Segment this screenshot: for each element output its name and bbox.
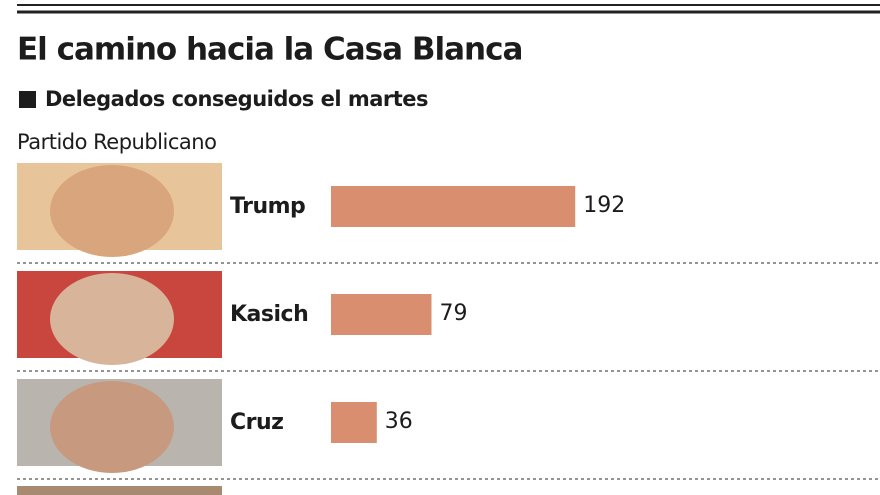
- value-label: 36: [385, 409, 413, 434]
- value-label: 79: [439, 301, 467, 326]
- photo-face: [50, 273, 174, 365]
- photo-face: [50, 381, 174, 473]
- category-label: Kasich: [230, 302, 308, 327]
- chart-subtitle: Delegados conseguidos el martes: [45, 87, 428, 111]
- bar: [331, 186, 576, 227]
- subtitle-square: [19, 91, 36, 108]
- group-label: Partido Republicano: [17, 130, 216, 154]
- category-label: Trump: [230, 194, 305, 219]
- bar: [331, 402, 377, 443]
- category-label: Cruz: [230, 410, 283, 435]
- photo: [17, 486, 222, 495]
- chart-title: El camino hacia la Casa Blanca: [17, 32, 522, 68]
- photo-face: [50, 165, 174, 257]
- value-label: 192: [583, 193, 625, 218]
- bar: [331, 294, 432, 335]
